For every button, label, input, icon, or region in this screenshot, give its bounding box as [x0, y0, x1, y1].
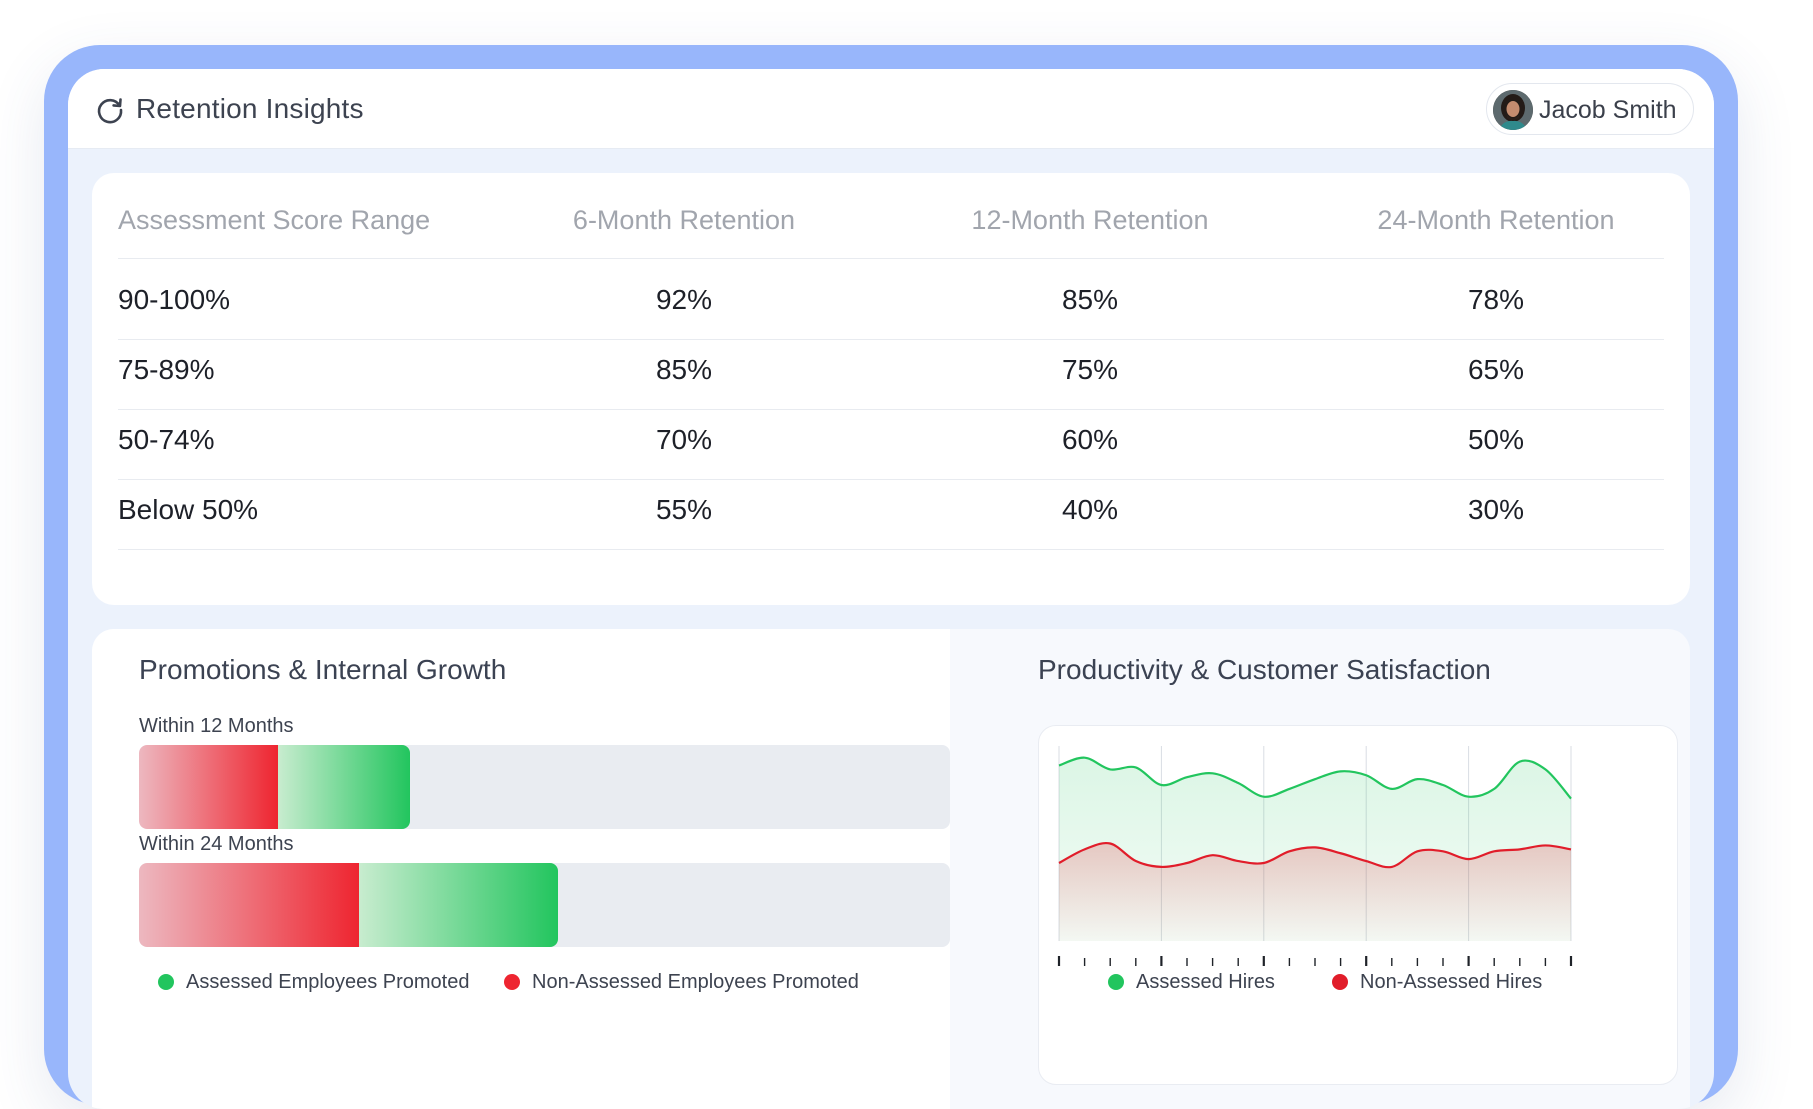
table-cell-6-month: 55% [655, 494, 713, 525]
table-header-row: Assessment Score Range 6-Month Retention… [118, 173, 1664, 259]
series-line [1058, 841, 1572, 869]
productivity-chart [1038, 725, 1678, 1085]
productivity-chart-svg [1057, 746, 1573, 966]
bar-segment-assessed [358, 863, 559, 947]
bar-segment-non-assessed [139, 745, 279, 829]
table-cell-6-month: 85% [655, 354, 713, 385]
table-cell-24-month: 50% [1467, 424, 1525, 455]
user-name: Jacob Smith [1539, 96, 1677, 124]
table-cell-score-range: 75-89% [118, 354, 215, 385]
series-line [1058, 756, 1572, 800]
promotion-bar-12-months [139, 745, 950, 829]
x-axis-ticks [1057, 956, 1573, 966]
table-cell-score-range: Below 50% [118, 494, 259, 525]
column-header-12-month: 12-Month Retention [971, 205, 1209, 235]
chart-areas [1058, 756, 1572, 941]
legend-assessed-hires: Assessed Hires [1108, 971, 1275, 994]
legend-label: Non-Assessed Hires [1360, 971, 1543, 993]
series-area [1059, 843, 1571, 941]
table-cell-24-month: 30% [1467, 494, 1525, 525]
table-cell-24-month: 65% [1467, 354, 1525, 385]
table-cell-6-month: 70% [655, 424, 713, 455]
user-menu[interactable]: Jacob Smith [1486, 83, 1694, 135]
bar-segment-assessed [278, 745, 410, 829]
bar-label-12-months: Within 12 Months [139, 715, 294, 737]
table-cell-score-range: 90-100% [118, 284, 231, 315]
refresh-icon[interactable] [95, 95, 125, 125]
table-cell-12-month: 40% [1061, 494, 1119, 525]
column-header-6-month: 6-Month Retention [572, 205, 796, 235]
legend-assessed-promoted: Assessed Employees Promoted [158, 971, 469, 994]
legend-dot-red-icon [504, 974, 520, 990]
insights-panel: Promotions & Internal Growth Within 12 M… [92, 629, 1690, 1109]
table-row: 50-74% 70% 60% 50% [118, 399, 1664, 480]
retention-table: Assessment Score Range 6-Month Retention… [92, 173, 1690, 605]
table-cell-12-month: 60% [1061, 424, 1119, 455]
productivity-title: Productivity & Customer Satisfaction [1038, 654, 1491, 685]
app-window: Retention Insights Jacob Smith Assessmen… [68, 69, 1714, 1109]
table-row: 90-100% 92% 85% 78% [118, 259, 1664, 340]
table-cell-24-month: 78% [1467, 284, 1525, 315]
table-cell-6-month: 92% [655, 284, 713, 315]
table-row: 75-89% 85% 75% 65% [118, 329, 1664, 410]
app-title: Retention Insights [136, 93, 364, 124]
user-avatar [1493, 90, 1533, 130]
legend-non-assessed-hires: Non-Assessed Hires [1332, 971, 1542, 994]
column-header-score-range: Assessment Score Range [118, 205, 431, 235]
column-header-24-month: 24-Month Retention [1377, 205, 1615, 235]
legend-non-assessed-promoted: Non-Assessed Employees Promoted [504, 971, 859, 994]
bar-segment-non-assessed [139, 863, 359, 947]
legend-label: Assessed Employees Promoted [186, 971, 470, 993]
top-bar: Retention Insights Jacob Smith [68, 69, 1714, 149]
table-cell-score-range: 50-74% [118, 424, 215, 455]
legend-dot-red-icon [1332, 974, 1348, 990]
legend-dot-green-icon [1108, 974, 1124, 990]
promotions-title: Promotions & Internal Growth [139, 654, 507, 685]
table-cell-12-month: 85% [1061, 284, 1119, 315]
legend-dot-green-icon [158, 974, 174, 990]
promotion-bar-24-months [139, 863, 950, 947]
table-cell-12-month: 75% [1061, 354, 1119, 385]
legend-label: Assessed Hires [1136, 971, 1275, 993]
legend-label: Non-Assessed Employees Promoted [532, 971, 859, 993]
app-frame: Retention Insights Jacob Smith Assessmen… [44, 45, 1738, 1109]
promotions-panel: Promotions & Internal Growth Within 12 M… [92, 629, 950, 1109]
table-row: Below 50% 55% 40% 30% [118, 469, 1664, 550]
bar-label-24-months: Within 24 Months [139, 833, 294, 855]
